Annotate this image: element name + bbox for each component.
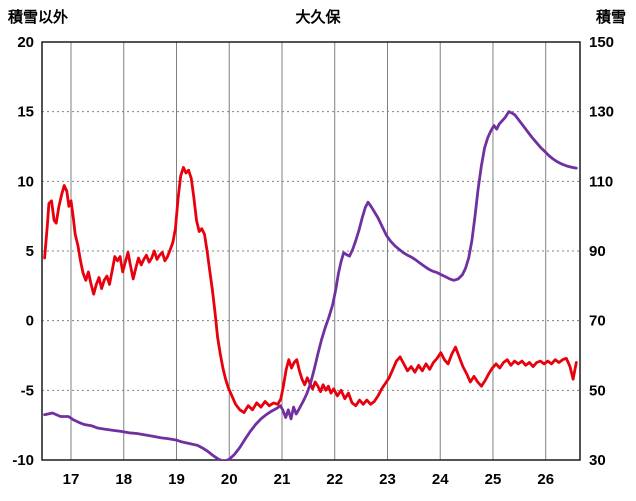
- plot-frame: [41, 41, 581, 461]
- x-axis-tick-label: 20: [221, 471, 238, 488]
- right-axis-title: 積雪: [595, 9, 626, 26]
- left-axis-tick-label: -5: [21, 382, 34, 399]
- x-axis-tick-label: 23: [379, 471, 396, 488]
- x-axis-tick-label: 17: [63, 471, 80, 488]
- right-axis-tick-label: 110: [589, 173, 613, 190]
- left-axis-tick-label: 0: [26, 313, 34, 330]
- left-axis-tick-label: 15: [17, 104, 34, 121]
- right-axis-tick-label: 50: [589, 382, 606, 399]
- x-axis-tick-label: 22: [326, 471, 343, 488]
- x-axis-tick-label: 26: [537, 471, 554, 488]
- left-axis-tick-label: 10: [17, 173, 34, 190]
- x-axis-tick-label: 21: [274, 471, 291, 488]
- right-axis-tick-label: 130: [589, 104, 614, 121]
- x-axis-tick-label: 19: [168, 471, 185, 488]
- left-axis-title: 積雪以外: [8, 9, 69, 26]
- right-axis-tick-label: 30: [589, 452, 606, 469]
- x-axis-tick-label: 24: [432, 471, 449, 488]
- left-axis-tick-label: 5: [26, 243, 34, 260]
- series-line-left: [43, 165, 578, 415]
- x-axis-tick-label: 25: [485, 471, 502, 488]
- x-axis-tick-label: 18: [115, 471, 132, 488]
- right-axis-tick-label: 70: [589, 313, 606, 330]
- series-line-right: [43, 110, 578, 461]
- right-axis-tick-label: 90: [589, 243, 606, 260]
- left-axis-tick-label: 20: [17, 34, 34, 51]
- right-axis-tick-label: 150: [589, 34, 614, 51]
- chart-title: 大久保: [295, 9, 341, 26]
- left-axis-tick-label: -10: [12, 452, 34, 469]
